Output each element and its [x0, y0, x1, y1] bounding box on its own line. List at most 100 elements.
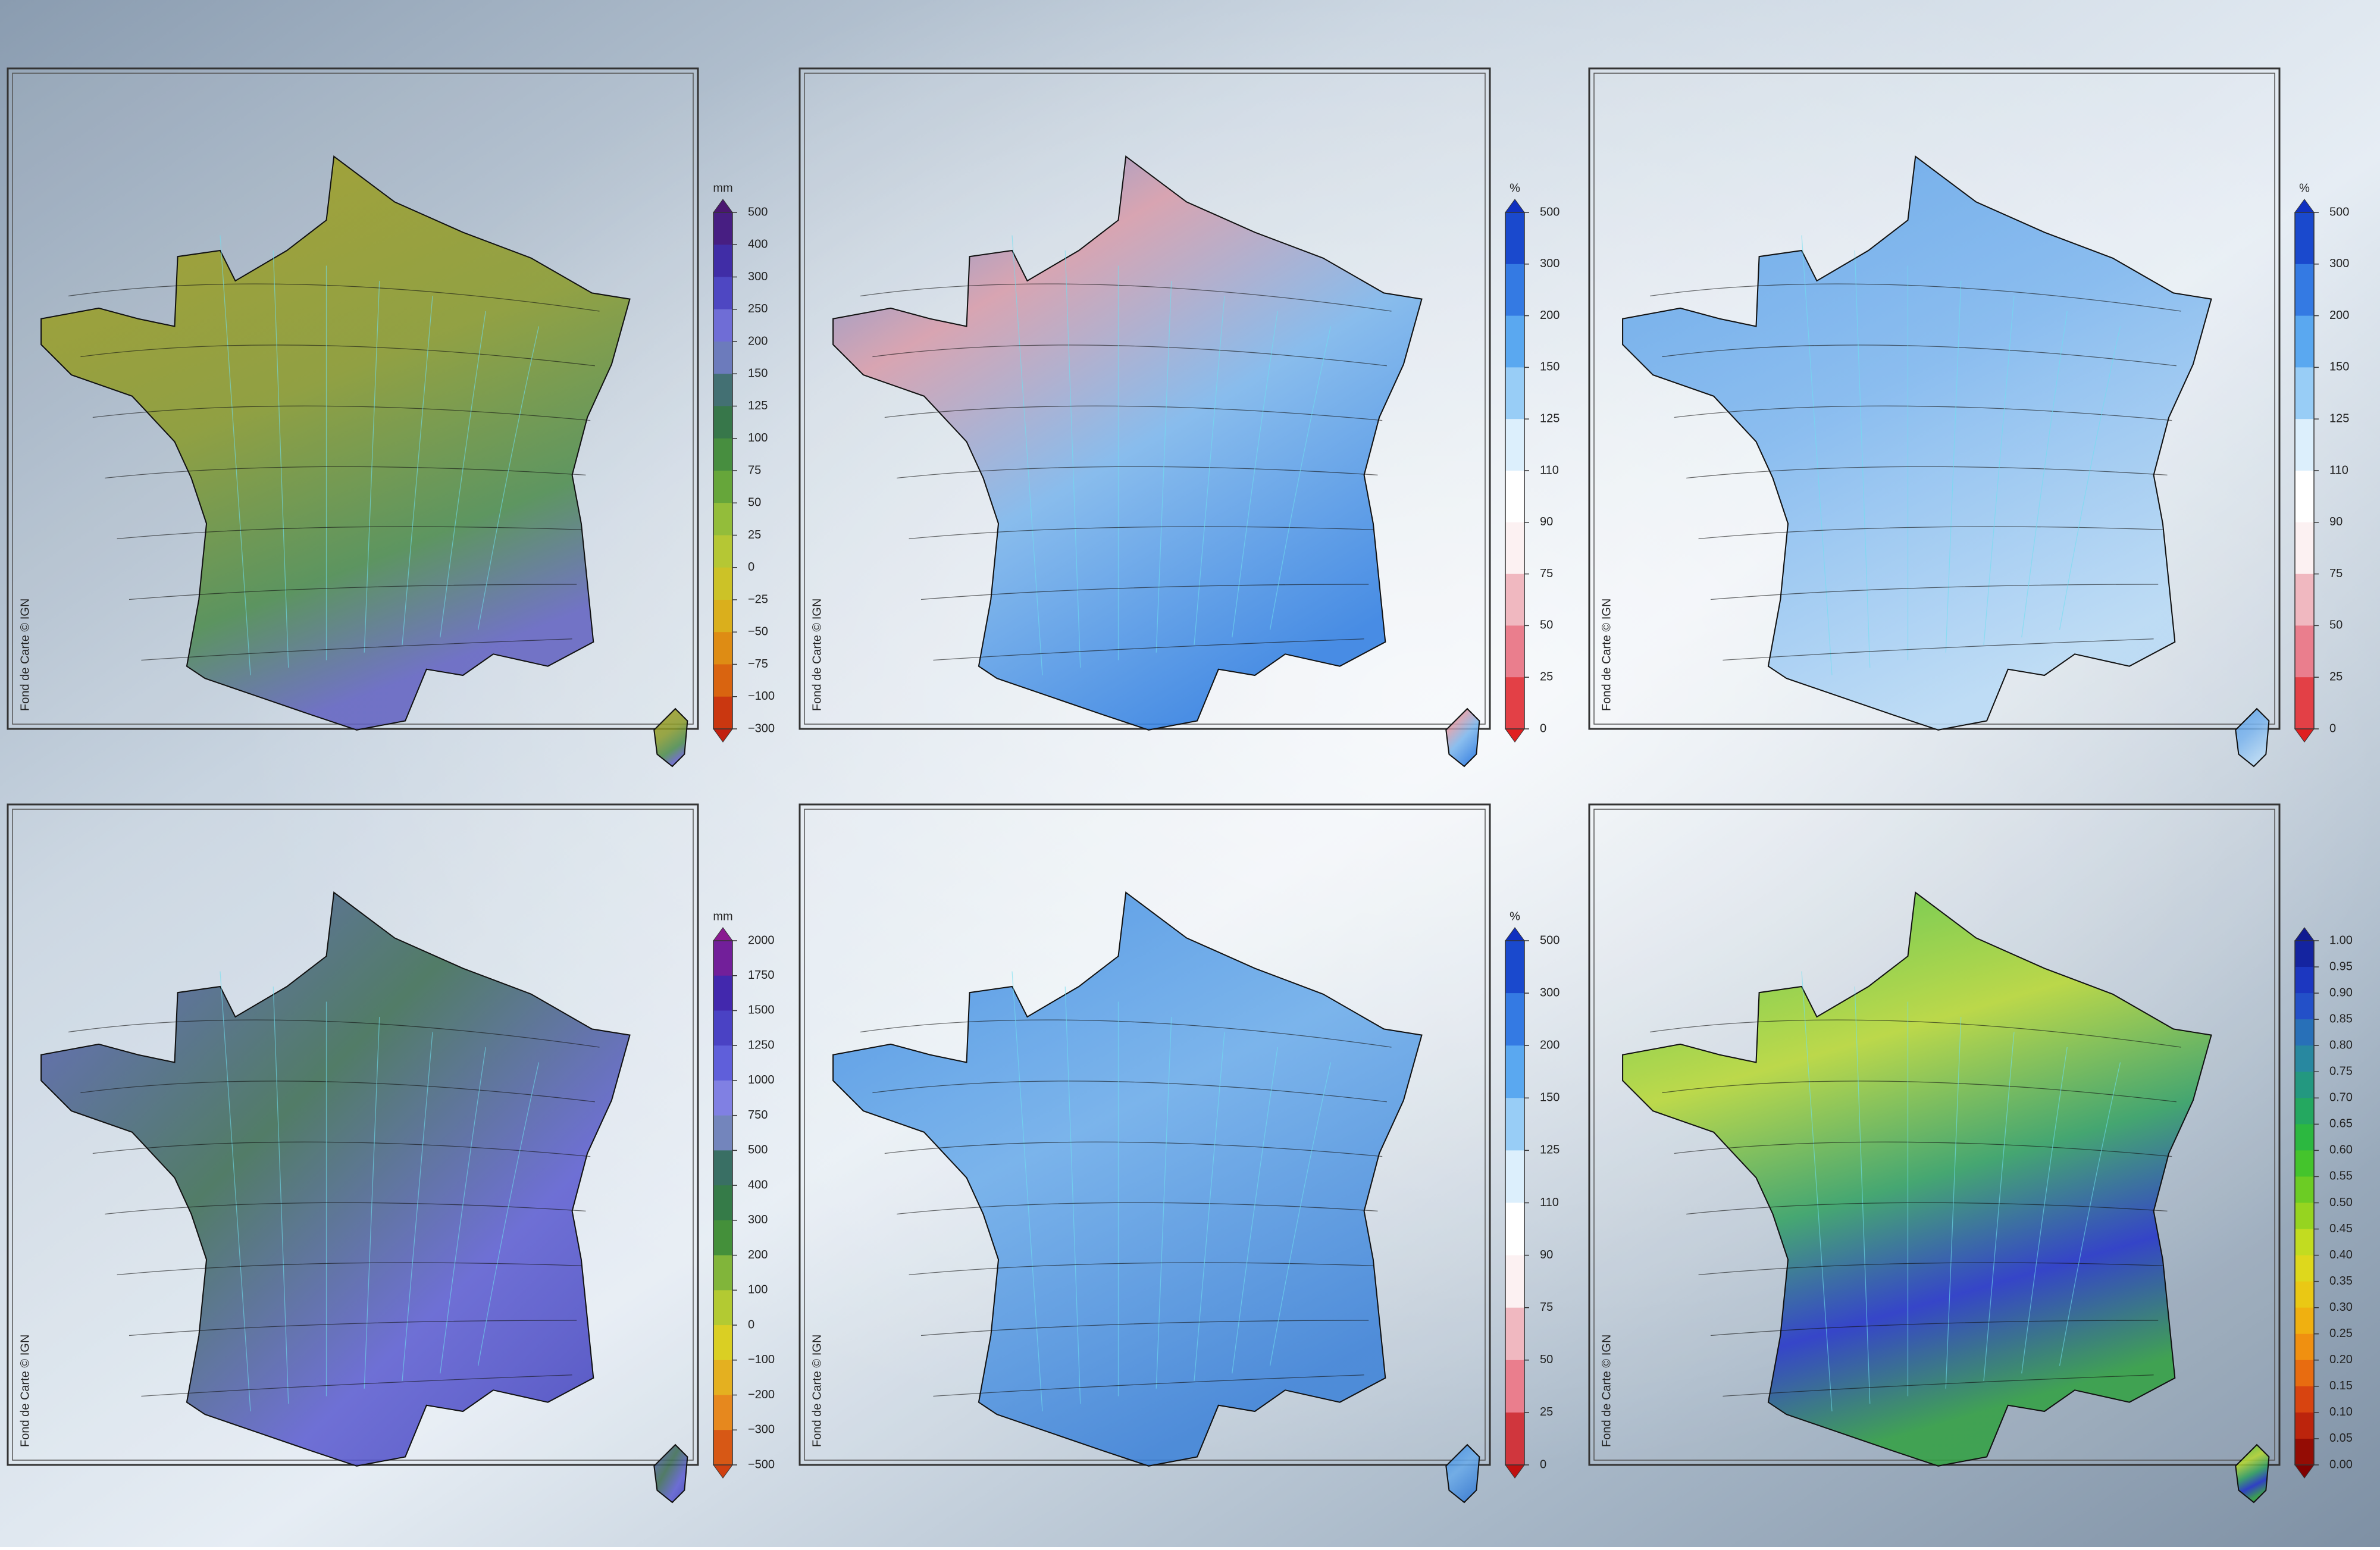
colorbar-tick-label: 25 [1540, 670, 1553, 683]
department-lines [92, 1141, 591, 1157]
department-lines [1674, 405, 2172, 421]
colorbar-tick-label: 0.20 [2329, 1353, 2353, 1366]
department-lines [80, 1081, 595, 1103]
corsica-outline [2235, 1443, 2270, 1504]
colorbar-tick-label: 100 [748, 431, 768, 444]
river-lines [1155, 280, 1172, 653]
france-outline [40, 155, 631, 731]
corsica-outline [653, 1443, 688, 1504]
department-lines [872, 345, 1387, 367]
department-lines [860, 1019, 1392, 1048]
colorbar: mm20001750150012501000750500400300200100… [713, 910, 775, 1479]
department-lines [897, 1202, 1378, 1215]
colorbar-segment [2295, 1229, 2314, 1256]
colorbar-tick-label: 0.25 [2329, 1327, 2353, 1340]
department-lines [1723, 1374, 2154, 1397]
river-lines [2059, 326, 2121, 630]
department-lines [1686, 1202, 2168, 1215]
map-panel: Fond de Carte © IGNmm5004003002502001501… [7, 67, 775, 768]
colorbar-tick-label: 300 [2329, 257, 2349, 270]
colorbar-segment [1505, 625, 1524, 678]
river-lines [402, 1032, 433, 1382]
france-map [1622, 891, 2270, 1504]
colorbar: % 500 300 200 150 125 110 90 75 50 25 0 [2294, 181, 2349, 743]
colorbar-segment [2295, 1438, 2314, 1466]
colorbar-segment [2295, 212, 2314, 265]
department-lines [860, 283, 1392, 312]
colorbar-segment [1505, 264, 1524, 317]
colorbar-segment [2295, 367, 2314, 419]
colorbar-segment [713, 1360, 732, 1396]
colorbar-segment [2295, 1072, 2314, 1098]
department-lines [1698, 526, 2163, 540]
river-lines [477, 326, 540, 630]
colorbar-tick-label: 0.65 [2329, 1117, 2353, 1131]
colorbar-tick-label: 0.05 [2329, 1432, 2353, 1445]
colorbar-tick-label: −25 [748, 593, 768, 606]
colorbar-segment [713, 1185, 732, 1221]
colorbar-tick-label: 400 [748, 1178, 768, 1191]
colorbar-segment [1505, 1045, 1524, 1098]
colorbar-tick-label: 400 [748, 238, 768, 251]
department-lines [105, 1202, 586, 1215]
river-lines [1012, 971, 1043, 1412]
colorbar-tick-label: 100 [748, 1283, 768, 1297]
colorbar-tick-label: 75 [2329, 567, 2343, 580]
colorbar-tick-label: 200 [748, 1248, 768, 1261]
colorbar-tick-label: 110 [1540, 1196, 1559, 1209]
colorbar-tick-label: 0.50 [2329, 1196, 2353, 1209]
colorbar-tick-label: 150 [1540, 361, 1559, 374]
department-lines [872, 1081, 1387, 1103]
colorbar-tick-label: −500 [748, 1458, 775, 1471]
colorbar-tick-label: 0 [748, 560, 754, 574]
department-lines [92, 405, 591, 421]
colorbar-tick-label: 500 [748, 1144, 768, 1157]
colorbar-tick-label: 0.75 [2329, 1065, 2353, 1078]
department-lines [1649, 283, 2181, 312]
river-lines [1854, 250, 1871, 668]
colorbar-segment [713, 941, 732, 976]
department-lines [1649, 1019, 2181, 1048]
colorbar-segment [2295, 1176, 2314, 1203]
colorbar-border [713, 940, 733, 1466]
france-outline [40, 891, 631, 1467]
river-lines [273, 250, 289, 668]
france-map [1622, 155, 2270, 768]
river-lines [2021, 1047, 2068, 1374]
colorbar-segment [713, 600, 732, 632]
colorbar-tick-label: 200 [748, 334, 768, 347]
colorbar-segment [1505, 1412, 1524, 1466]
colorbar-tick-label: −100 [748, 1353, 775, 1366]
colorbar-segment [713, 1220, 732, 1256]
colorbar-segment [713, 374, 732, 406]
colorbar-segment [2295, 625, 2314, 678]
map-credit: Fond de Carte © IGN [810, 1335, 823, 1447]
colorbar-tick-label: 75 [1540, 567, 1553, 580]
river-lines [1232, 1047, 1278, 1374]
colorbar-unit: mm [713, 181, 732, 195]
river-lines [1945, 280, 1962, 653]
colorbar-tick-label: 150 [1540, 1091, 1559, 1104]
colorbar-segment [1505, 1203, 1524, 1256]
department-lines [117, 526, 581, 540]
colorbar-tick-label: 2000 [748, 934, 775, 947]
colorbar-segment [1505, 367, 1524, 419]
colorbar-tick-label: 0.35 [2329, 1275, 2353, 1288]
colorbar-segment [2295, 993, 2314, 1020]
colorbar-segment [713, 696, 732, 729]
colorbar-tick-label: 1750 [748, 969, 775, 982]
colorbar-tick-label: 500 [1540, 934, 1559, 947]
river-lines [364, 1016, 380, 1389]
map-panel: Fond de Carte © IGNmm2000175015001250100… [7, 803, 775, 1504]
colorbar-tick-label: 1250 [748, 1038, 775, 1051]
colorbar-tick-label: 50 [1540, 1353, 1553, 1366]
colorbar-segment [1505, 522, 1524, 575]
colorbar-tick-label: −300 [748, 722, 775, 735]
colorbar-segment [713, 1115, 732, 1151]
river-lines [1983, 296, 2015, 646]
colorbar-segment [2295, 1307, 2314, 1335]
colorbar-segment [713, 1290, 732, 1326]
colorbar-tick-label: 250 [748, 302, 768, 315]
river-lines [477, 1062, 540, 1366]
department-lines [1662, 345, 2177, 367]
